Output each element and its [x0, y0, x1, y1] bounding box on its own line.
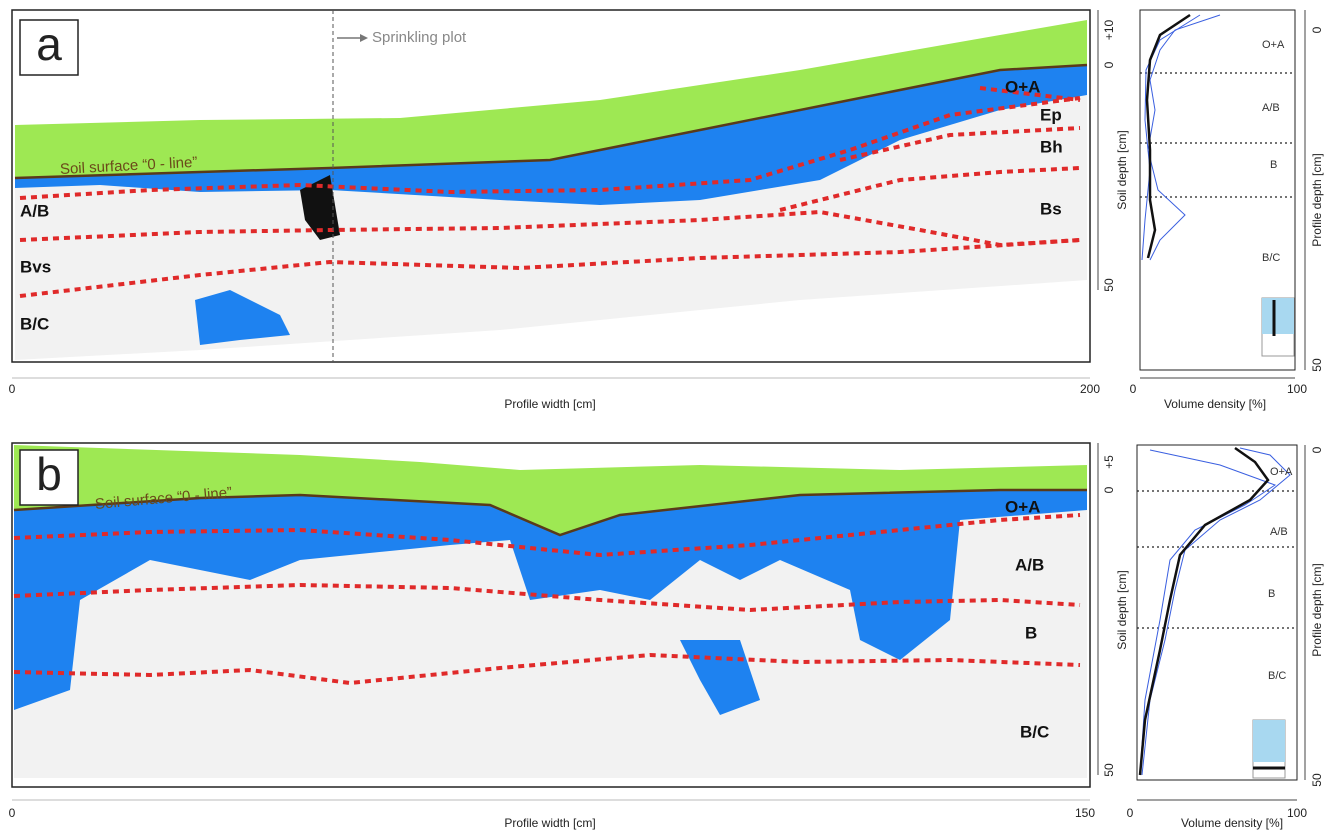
axis-title: Volume density [%]: [1164, 397, 1266, 411]
soil-surface: [13, 488, 1087, 537]
horizon-label: Bvs: [20, 257, 51, 276]
horizon-label: Bs: [1040, 199, 1062, 218]
tick-label: 100: [1287, 806, 1307, 820]
density-replicate: [1141, 14, 1201, 261]
horizon-line: [19, 209, 1081, 248]
tick-label: 50: [1310, 773, 1324, 787]
tick-label: 100: [1287, 382, 1307, 396]
horizon-label: O+A: [1270, 466, 1293, 478]
horizon-line: [839, 126, 1081, 162]
density-replicate: [1141, 447, 1291, 776]
horizon-label: B: [1025, 623, 1037, 642]
density-mean: [1138, 446, 1270, 776]
density-replicate: [1139, 449, 1277, 776]
grid-icon-fill: [1253, 720, 1285, 762]
horizon-label: A/B: [1270, 526, 1288, 538]
horizon-label: B: [1268, 588, 1275, 600]
axis-title: Profile width [cm]: [504, 397, 595, 411]
tick-label: 0: [1102, 486, 1116, 493]
density-replicate: [1147, 14, 1221, 261]
tick-label: 0: [1130, 382, 1137, 396]
horizon-line: [979, 86, 1081, 102]
axis-title: Profile width [cm]: [504, 816, 595, 830]
tick-label: +10: [1102, 19, 1116, 40]
horizon-label: B/C: [1262, 252, 1280, 264]
tick-label: 150: [1075, 806, 1095, 820]
axis-title: Volume density [%]: [1181, 816, 1283, 830]
soil-surface: [14, 63, 1088, 180]
axis-title: Soil depth [cm]: [1115, 570, 1129, 649]
horizon-line: [19, 238, 1081, 298]
axis-title: Profile depth [cm]: [1310, 563, 1324, 656]
arrow-head: [360, 34, 368, 42]
panel-label: b: [36, 448, 62, 500]
tick-label: 0: [1127, 806, 1134, 820]
horizon-label: O+A: [1005, 77, 1040, 96]
horizon-line: [13, 582, 1081, 613]
tick-label: 200: [1080, 382, 1100, 396]
horizon-label: A/B: [1015, 555, 1044, 574]
axis-title: Soil depth [cm]: [1115, 130, 1129, 209]
density-mean: [1145, 13, 1191, 259]
grid-icon-fill: [1262, 298, 1294, 334]
tick-label: 50: [1310, 358, 1324, 372]
litter: [14, 445, 1087, 535]
horizon-label: B: [1270, 159, 1277, 171]
stained-macropore: [300, 175, 340, 240]
axis-title: Profile depth [cm]: [1310, 153, 1324, 246]
tick-label: 50: [1102, 278, 1116, 292]
horizon-line: [13, 513, 1081, 558]
tick-label: 50: [1102, 763, 1116, 777]
tick-label: 0: [1310, 26, 1324, 33]
dye-patch: [195, 290, 290, 345]
tick-label: 0: [1102, 61, 1116, 68]
tick-label: 0: [1310, 446, 1324, 453]
panel-label-box: [19, 19, 79, 76]
tick-label: 0: [9, 806, 16, 820]
tick-label: +5: [1102, 455, 1116, 469]
horizon-label: B/C: [20, 314, 49, 333]
annotation: Sprinkling plot: [372, 29, 467, 46]
horizon-line: [13, 652, 1081, 686]
horizon-label: A/B: [20, 201, 49, 220]
horizon-line: [779, 166, 1081, 212]
panel-label-box: [19, 449, 79, 506]
horizon-label: B/C: [1020, 722, 1049, 741]
horizon-label: Bh: [1040, 137, 1063, 156]
horizon-label: O+A: [1005, 497, 1040, 516]
litter: [15, 20, 1087, 178]
tick-label: 0: [9, 382, 16, 396]
horizon-label: B/C: [1268, 670, 1286, 682]
horizon-label: O+A: [1262, 39, 1285, 51]
panel-label: a: [36, 18, 62, 70]
horizon-label: A/B: [1262, 102, 1280, 114]
horizon-label: Ep: [1040, 105, 1062, 124]
dye-band: [14, 490, 1087, 710]
horizon-line: [19, 96, 1081, 200]
